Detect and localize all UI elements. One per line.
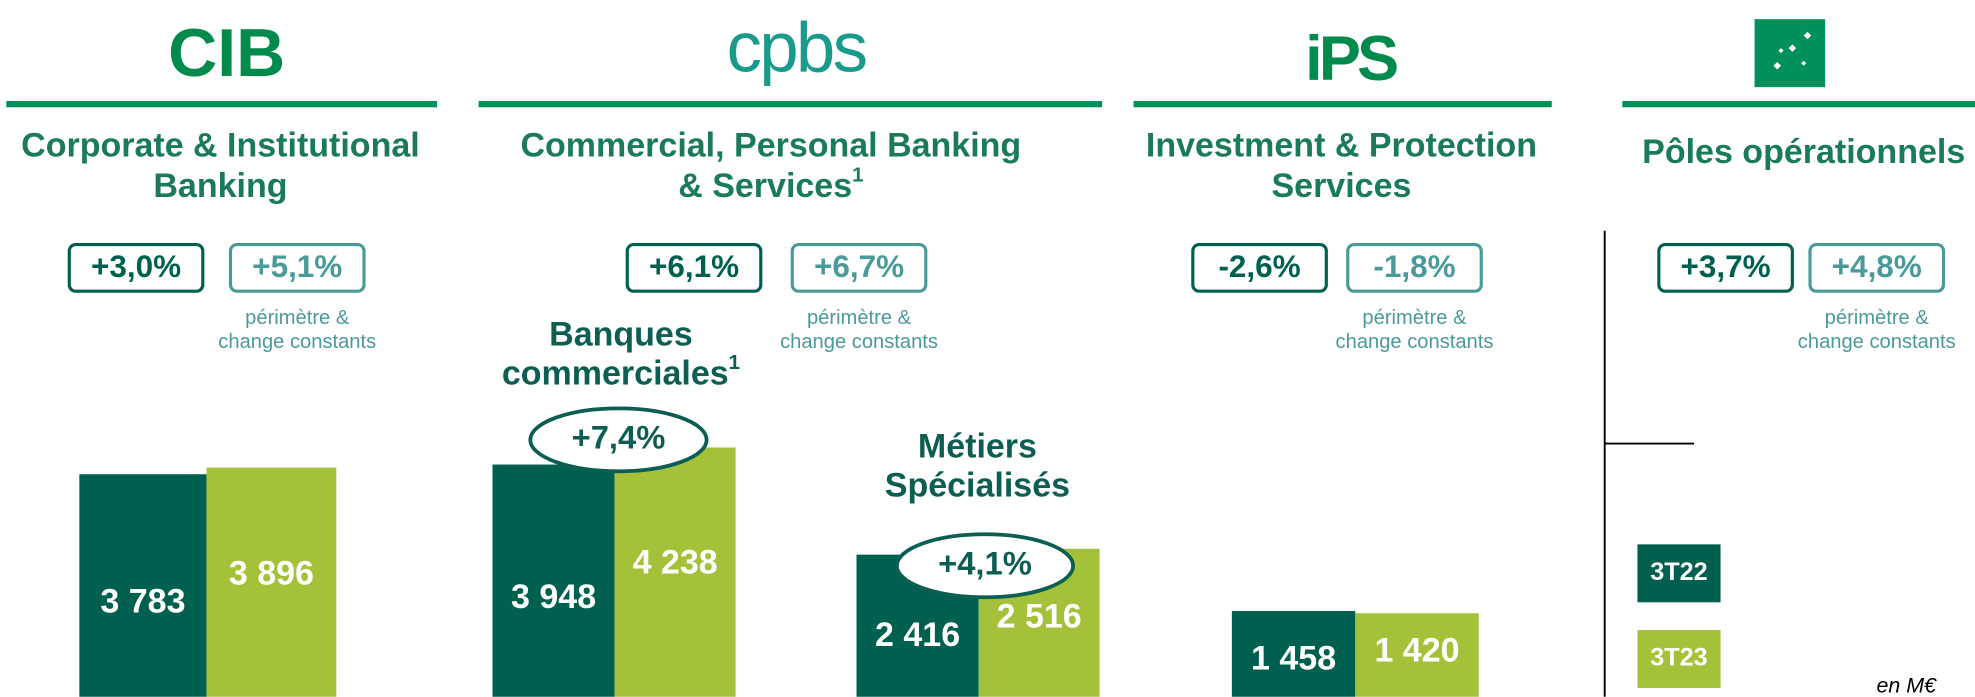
growth-badge — [228, 243, 366, 293]
superscript: 1 — [729, 353, 740, 375]
scope-note: périmètre & — [1362, 307, 1467, 329]
bar-value: 1 458 — [1251, 640, 1336, 678]
scope-note: change constants — [1798, 331, 1956, 353]
bar-value: 3 948 — [511, 578, 596, 616]
scope-note: périmètre & — [1825, 307, 1930, 329]
growth-badge — [1191, 243, 1328, 293]
header-rule — [6, 100, 438, 108]
text-run: & Services — [678, 167, 852, 205]
growth-oval-value: +4,1% — [938, 544, 1032, 581]
bar-value: 3 783 — [100, 582, 185, 620]
group-title: commerciales1 — [502, 353, 740, 393]
growth-value: +6,7% — [814, 249, 904, 284]
growth-value: +6,1% — [649, 249, 739, 284]
bar-value: 3 896 — [229, 554, 314, 592]
bar — [79, 474, 207, 697]
group-title: Banques — [549, 316, 693, 354]
legend-label: 3T23 — [1650, 644, 1707, 672]
scope-note: change constants — [780, 331, 938, 353]
ips-logo: iPS — [1305, 24, 1397, 94]
panel-title: Investment & Protection — [1146, 127, 1537, 165]
growth-value: +5,1% — [252, 249, 342, 284]
growth-value: +3,0% — [91, 249, 181, 284]
bar — [206, 467, 337, 697]
growth-value: -1,8% — [1373, 249, 1455, 284]
bar-value: 4 238 — [633, 544, 718, 582]
cib-logo: CIB — [168, 15, 285, 91]
panel-title: Corporate & Institutional — [21, 127, 420, 165]
superscript: 1 — [852, 165, 863, 187]
bar — [1231, 611, 1356, 697]
logo-square — [1754, 19, 1826, 88]
legend-swatch — [1637, 630, 1721, 688]
scope-note: périmètre & — [807, 307, 912, 329]
growth-badge — [1346, 243, 1483, 293]
panel-title: Banking — [153, 167, 287, 205]
growth-badge — [625, 243, 763, 293]
bar — [1355, 613, 1479, 697]
unit-note: en M€ — [1876, 673, 1937, 697]
header-rule — [1133, 100, 1552, 108]
growth-value: +3,7% — [1681, 249, 1771, 284]
growth-badge — [1808, 243, 1946, 293]
growth-badge — [67, 243, 205, 293]
scope-note: change constants — [218, 331, 376, 353]
cpbs-logo: cpbs — [727, 8, 866, 87]
header-rule — [478, 100, 1103, 108]
group-title: Métiers — [918, 428, 1037, 466]
group-title: Spécialisés — [885, 467, 1070, 505]
growth-value: +4,8% — [1832, 249, 1922, 284]
panel-title: Pôles opérationnels — [1642, 133, 1965, 171]
growth-oval-value: +7,4% — [572, 418, 666, 455]
growth-badge — [1657, 243, 1794, 293]
growth-oval — [528, 406, 709, 474]
logo-stars — [1773, 31, 1812, 70]
scope-note: périmètre & — [245, 307, 350, 329]
text-run: commerciales — [502, 355, 729, 393]
panel-title: Commercial, Personal Banking — [520, 127, 1021, 165]
bar — [492, 464, 615, 697]
bar — [614, 447, 736, 697]
growth-badge — [790, 243, 928, 293]
legend-label: 3T22 — [1650, 558, 1707, 586]
panel-title: Services — [1271, 167, 1411, 205]
bar-value: 1 420 — [1374, 631, 1459, 669]
header-rule — [1622, 100, 1975, 108]
scope-note: change constants — [1336, 331, 1494, 353]
panel-title: & Services1 — [678, 165, 863, 205]
legend-swatch — [1637, 544, 1721, 603]
bnp-logo — [1754, 19, 1826, 88]
bar-value: 2 516 — [997, 597, 1082, 635]
growth-oval — [894, 532, 1076, 600]
growth-value: -2,6% — [1218, 249, 1300, 284]
bar-value: 2 416 — [875, 616, 960, 654]
